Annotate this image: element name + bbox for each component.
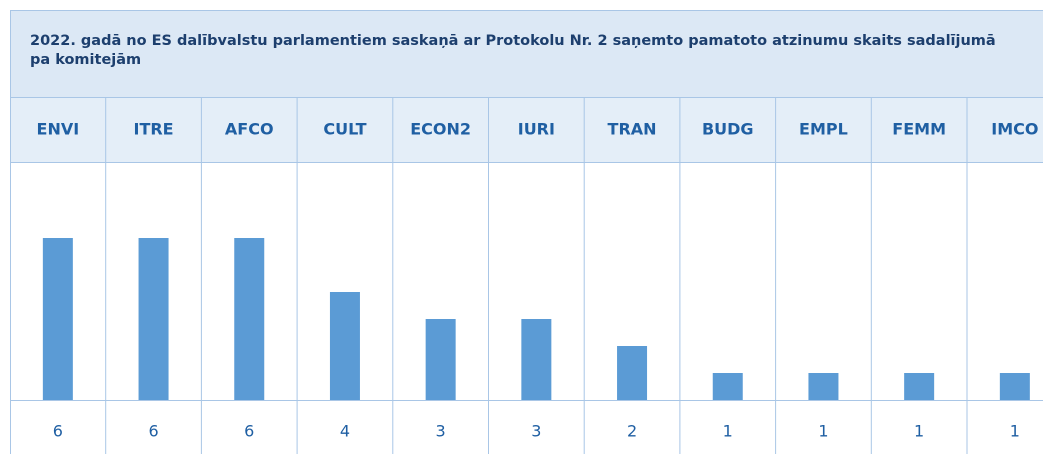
bar xyxy=(425,319,456,400)
bar xyxy=(712,373,743,400)
bar xyxy=(234,238,265,400)
title-band xyxy=(11,11,1043,97)
x-tick-label: CULT xyxy=(323,120,366,139)
value-label: 4 xyxy=(340,422,350,441)
value-label: 1 xyxy=(818,422,828,441)
bar xyxy=(999,373,1030,400)
x-tick-label: AFCO xyxy=(225,120,274,139)
bar xyxy=(42,238,73,400)
value-label: 3 xyxy=(436,422,446,441)
bar xyxy=(329,292,360,400)
value-label: 1 xyxy=(1010,422,1020,441)
x-tick-label: EMPL xyxy=(799,120,848,139)
x-tick-label: IURI xyxy=(518,120,555,139)
bar xyxy=(138,238,169,400)
value-label: 1 xyxy=(723,422,733,441)
title-box: 2022. gadā no ES dalībvalstu parlamentie… xyxy=(30,33,996,68)
bar xyxy=(617,346,648,400)
x-tick-label: IMCO xyxy=(991,120,1038,139)
x-tick-label: ECON2 xyxy=(410,120,471,139)
x-tick-label: TRAN xyxy=(608,120,657,139)
value-label: 3 xyxy=(531,422,541,441)
value-label: 2 xyxy=(627,422,637,441)
bar xyxy=(521,319,552,400)
x-tick-label: ITRE xyxy=(133,120,173,139)
x-tick-label: BUDG xyxy=(702,120,754,139)
bar xyxy=(808,373,839,400)
chart-title: 2022. gadā no ES dalībvalstu parlamentie… xyxy=(30,33,996,68)
value-label: 6 xyxy=(53,422,63,441)
value-label: 6 xyxy=(244,422,254,441)
value-label: 1 xyxy=(914,422,924,441)
x-tick-label: ENVI xyxy=(37,120,80,139)
x-tick-label: FEMM xyxy=(892,120,946,139)
bar xyxy=(904,373,935,400)
value-label: 6 xyxy=(148,422,158,441)
